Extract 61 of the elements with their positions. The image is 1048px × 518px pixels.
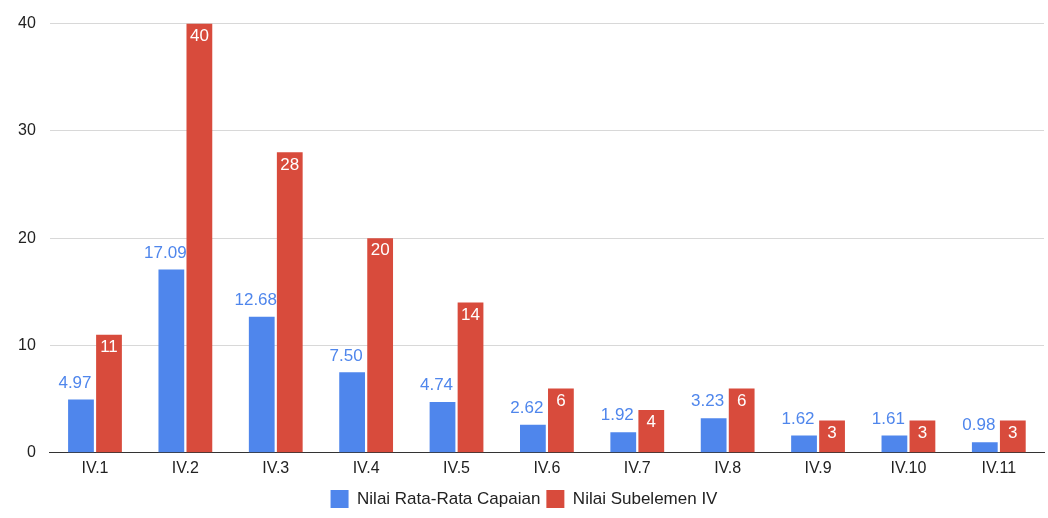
bar (791, 435, 817, 453)
data-label: 6 (556, 390, 566, 410)
bar (248, 316, 275, 453)
y-tick-label: 30 (18, 121, 36, 139)
legend-label: Nilai Rata-Rata Capaian (357, 488, 541, 508)
data-label: 3 (827, 422, 837, 442)
bar (700, 418, 727, 453)
data-label: 3 (917, 422, 928, 442)
bar (881, 435, 908, 453)
data-label: 3 (1008, 422, 1018, 442)
data-label: 14 (461, 304, 480, 324)
bar (728, 388, 755, 453)
data-label: 17.09 (144, 242, 187, 262)
data-label: 2.62 (510, 397, 544, 417)
bar (429, 401, 456, 453)
bar (638, 409, 665, 453)
x-tick-label: IV.2 (171, 458, 199, 476)
bar (158, 269, 185, 453)
data-label: 20 (370, 240, 390, 260)
data-label: 11 (100, 336, 118, 356)
data-label: 28 (280, 154, 300, 174)
bar (276, 152, 303, 453)
data-label: 6 (736, 390, 747, 410)
x-tick-label: IV.1 (81, 458, 109, 476)
bar (971, 442, 998, 453)
data-label: 4.74 (419, 375, 454, 395)
bar (548, 388, 574, 453)
data-label: 12.68 (234, 289, 278, 309)
x-tick-label: IV.7 (623, 458, 651, 476)
data-label: 1.61 (871, 408, 905, 428)
x-tick-label: IV.6 (533, 458, 561, 476)
bar (610, 432, 637, 453)
x-tick-label: IV.10 (890, 458, 927, 476)
data-label: 40 (189, 25, 209, 45)
bar (96, 334, 122, 453)
y-tick-label: 0 (26, 443, 36, 461)
data-label: 1.92 (600, 405, 634, 425)
x-tick-label: IV.5 (443, 458, 471, 476)
legend-label: Nilai Subelemen IV (572, 488, 719, 508)
data-label: 4.97 (58, 372, 92, 392)
y-tick-label: 10 (18, 335, 36, 353)
bar (186, 23, 213, 453)
data-label: 7.50 (329, 345, 363, 365)
x-tick-label: IV.11 (981, 458, 1017, 476)
bar (339, 372, 366, 453)
x-tick-label: IV.8 (714, 458, 742, 476)
y-tick-label: 20 (18, 228, 36, 246)
bar (457, 302, 484, 453)
data-label: 1.62 (781, 408, 815, 428)
data-label: 4 (646, 412, 657, 432)
data-label: 0.98 (962, 415, 996, 435)
bar (999, 420, 1026, 453)
x-tick-label: IV.4 (352, 458, 380, 476)
bar (367, 238, 394, 453)
y-tick-label: 40 (18, 14, 36, 32)
bar (68, 399, 94, 453)
bar (520, 424, 546, 453)
bar (819, 420, 845, 453)
data-label: 3.23 (691, 391, 725, 411)
x-tick-label: IV.3 (262, 458, 290, 476)
x-tick-label: IV.9 (804, 458, 832, 476)
